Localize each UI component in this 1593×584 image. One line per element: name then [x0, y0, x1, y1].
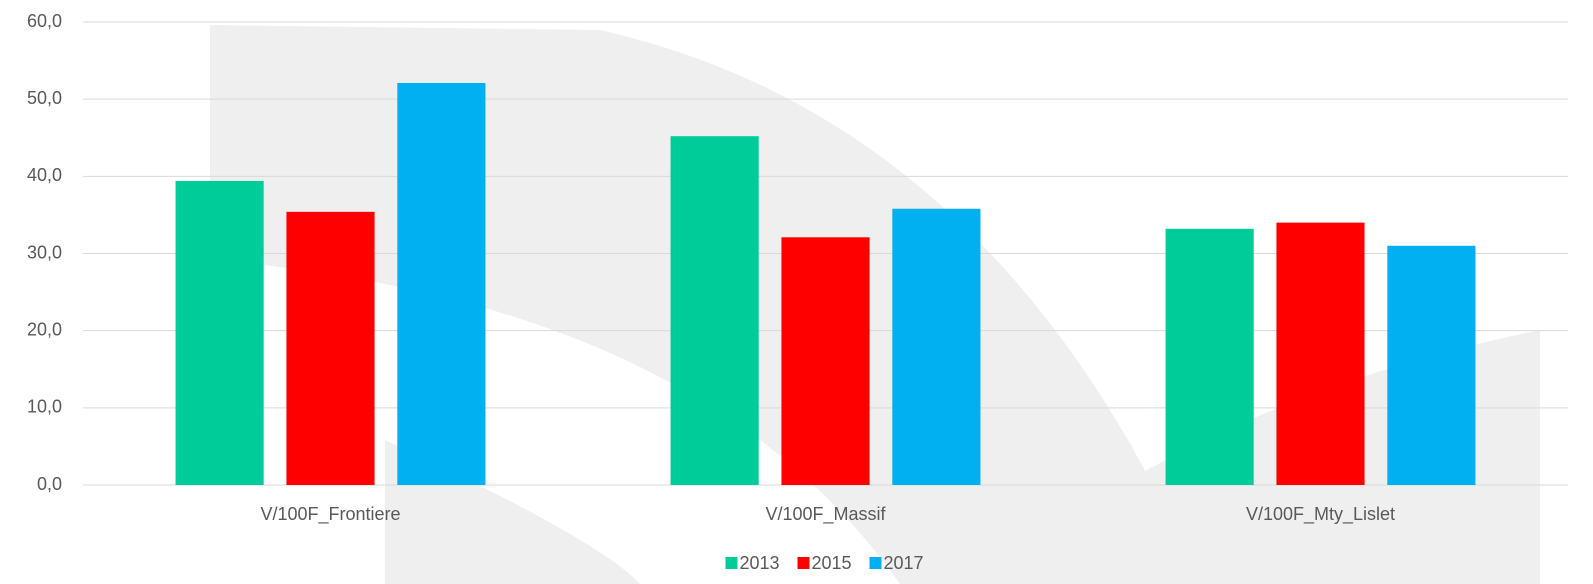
y-tick-label: 40,0	[27, 165, 62, 185]
bar	[670, 136, 759, 485]
legend-swatch	[725, 557, 738, 569]
bar	[397, 82, 486, 485]
x-tick-label: V/100F_Massif	[765, 504, 886, 525]
x-tick-label: V/100F_Frontiere	[260, 504, 400, 525]
y-tick-label: 10,0	[27, 397, 62, 417]
bar	[781, 237, 870, 485]
bar	[1165, 228, 1254, 485]
bar	[1387, 245, 1476, 485]
y-tick-label: 0,0	[37, 474, 62, 494]
legend-swatch	[869, 557, 882, 569]
bar	[892, 208, 981, 485]
bar	[1276, 222, 1365, 485]
x-tick-label: V/100F_Mty_Lislet	[1246, 504, 1395, 525]
legend-label: 2015	[812, 553, 852, 573]
legend-swatch	[797, 557, 810, 569]
y-tick-label: 50,0	[27, 88, 62, 108]
bar	[286, 211, 375, 485]
y-tick-label: 20,0	[27, 319, 62, 339]
y-tick-label: 60,0	[27, 11, 62, 31]
y-tick-label: 30,0	[27, 242, 62, 262]
legend-label: 2013	[740, 553, 780, 573]
legend-label: 2017	[884, 553, 924, 573]
bar	[175, 180, 264, 486]
